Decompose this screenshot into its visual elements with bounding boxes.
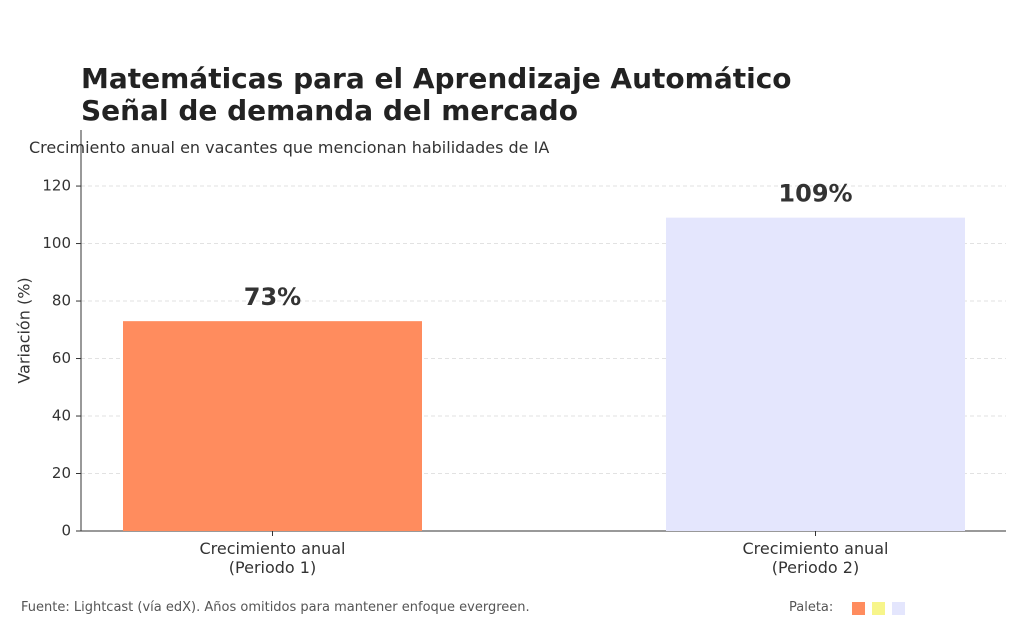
y-tick-label: 0 bbox=[61, 522, 71, 540]
palette-swatch bbox=[872, 602, 885, 615]
bar bbox=[123, 321, 422, 531]
bar bbox=[666, 217, 965, 531]
palette-swatch bbox=[852, 602, 865, 615]
x-tick-label: Crecimiento anual (Periodo 2) bbox=[742, 539, 889, 577]
chart-title: Matemáticas para el Aprendizaje Automáti… bbox=[81, 62, 792, 127]
value-label: 109% bbox=[778, 180, 852, 208]
chart-subtitle: Crecimiento anual en vacantes que mencio… bbox=[29, 138, 550, 157]
y-tick-label: 20 bbox=[52, 464, 71, 482]
palette-label: Paleta: bbox=[789, 600, 834, 615]
y-tick-label: 40 bbox=[52, 407, 71, 425]
y-tick-label: 80 bbox=[52, 292, 71, 310]
source-note: Fuente: Lightcast (vía edX). Años omitid… bbox=[21, 600, 530, 615]
y-tick-label: 60 bbox=[52, 349, 71, 367]
value-label: 73% bbox=[244, 283, 301, 311]
x-tick-label: Crecimiento anual (Periodo 1) bbox=[199, 539, 346, 577]
y-axis-label: Variación (%) bbox=[15, 277, 34, 383]
y-tick-label: 120 bbox=[42, 177, 71, 195]
y-tick-label: 100 bbox=[42, 234, 71, 252]
palette-swatch bbox=[892, 602, 905, 615]
